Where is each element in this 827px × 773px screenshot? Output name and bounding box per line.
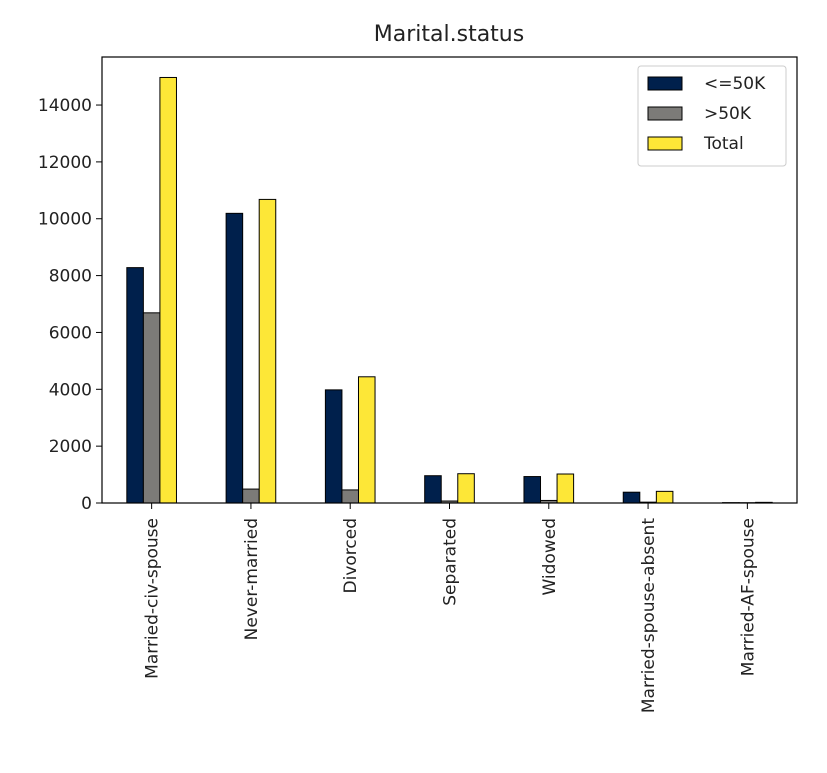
x-tick-label-2: Never-married [242,518,262,640]
y-tick-label-7: 12000 [38,153,92,173]
bar-3-6 [655,490,674,504]
x-tick-label-4: Separated [441,518,461,606]
bar-2-1 [142,312,161,504]
x-tick-label-5: Widowed [540,518,560,596]
y-tick-label-6: 10000 [38,210,92,230]
bar-1-6 [622,491,641,504]
bar-1-5 [523,476,542,504]
bar-3-5 [556,473,575,504]
y-tick-label-3: 4000 [49,380,92,400]
y-tick-label-1: 0 [81,494,92,514]
bar-2-3 [341,489,359,504]
x-tick-label-1: Married-civ-spouse [143,518,163,679]
bar-3-2 [258,198,277,504]
y-tick-label-8: 14000 [38,96,92,116]
legend: <=50K >50K Total [637,65,787,167]
bar-1-3 [324,389,343,504]
x-tick-label-7: Married-AF-spouse [738,518,758,676]
bar-3-4 [457,473,475,504]
x-tick-label-6: Married-spouse-absent [639,518,659,713]
bar-1-4 [424,475,442,504]
legend-label-3: Total [703,134,744,154]
y-tick-label-2: 2000 [49,437,92,457]
bar-1-1 [126,267,144,504]
chart-title: Marital.status [374,22,524,47]
axes-group: 0 2000 4000 6000 8000 10000 12000 14000 Married-… [38,96,758,713]
legend-label-1: <=50K [704,74,766,94]
y-tick-label-5: 8000 [49,267,92,287]
bar-2-2 [242,488,260,504]
legend-label-2: >50K [704,104,752,124]
bar-3-1 [159,76,177,504]
bar-1-2 [225,212,244,504]
legend-swatch-3 [647,136,683,151]
bar-3-3 [357,376,376,504]
x-tick-label-3: Divorced [341,518,361,594]
legend-swatch-2 [647,106,683,121]
legend-swatch-1 [647,76,683,91]
y-tick-label-4: 6000 [49,323,92,343]
bars-group [126,76,773,504]
